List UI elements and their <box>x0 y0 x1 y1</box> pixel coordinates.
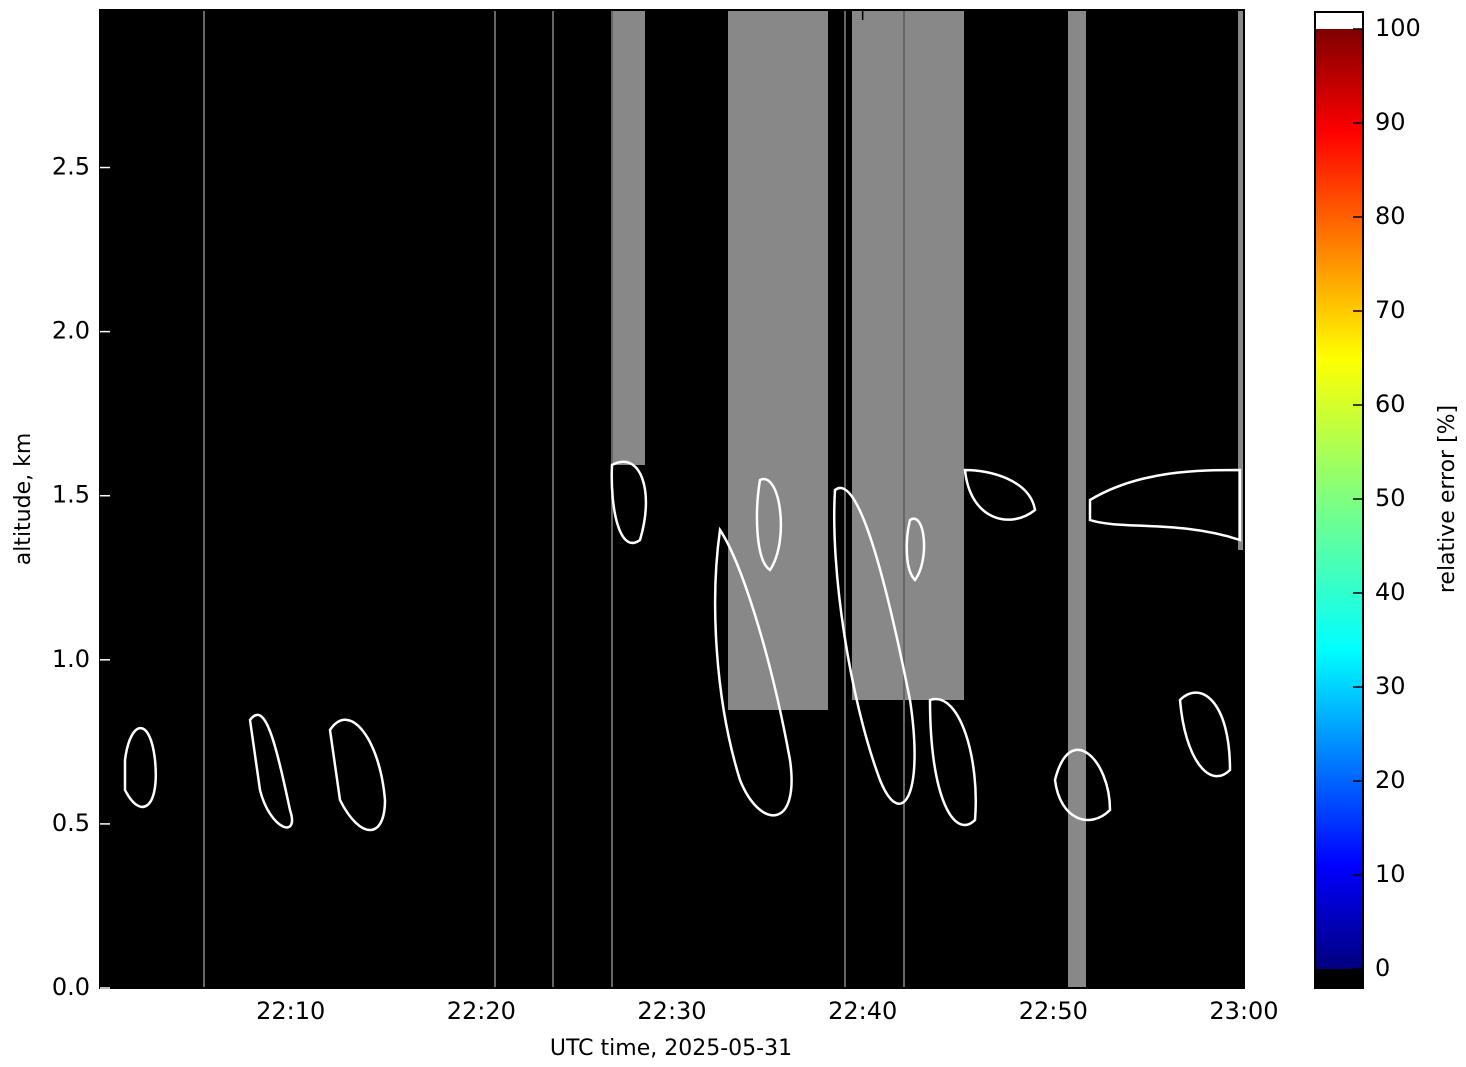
plot-area <box>99 9 1245 989</box>
signal-regions <box>612 10 1244 988</box>
x-axis-label: UTC time, 2025-05-31 <box>550 1036 792 1061</box>
x-tick-label: 22:10 <box>256 997 325 1025</box>
x-tick-label: 22:30 <box>637 997 706 1025</box>
colorbar-tick-label: 50 <box>1375 484 1406 512</box>
colorbar-tick-label: 80 <box>1375 202 1406 230</box>
colorbar-tick-label: 30 <box>1375 672 1406 700</box>
y-axis-label: altitude, km <box>11 433 36 566</box>
contours <box>123 460 1242 832</box>
colorbar-tick-label: 60 <box>1375 390 1406 418</box>
x-tick-label: 22:50 <box>1019 997 1088 1025</box>
x-tick-label: 23:00 <box>1209 997 1278 1025</box>
x-tick-label: 22:40 <box>828 997 897 1025</box>
y-tick-label: 2.5 <box>52 153 90 181</box>
x-tick-label: 22:20 <box>447 997 516 1025</box>
y-tick-label: 1.5 <box>52 481 90 509</box>
colorbar <box>1314 11 1364 989</box>
y-tick-label: 2.0 <box>52 317 90 345</box>
y-tick-label: 1.0 <box>52 645 90 673</box>
y-tick-label: 0.5 <box>52 809 90 837</box>
colorbar-tick-label: 10 <box>1375 860 1406 888</box>
colorbar-tick-label: 90 <box>1375 108 1406 136</box>
colorbar-tick-label: 70 <box>1375 296 1406 324</box>
colorbar-tick-label: 20 <box>1375 766 1406 794</box>
y-tick-label: 0.0 <box>52 973 90 1001</box>
colorbar-label: relative error [%] <box>1435 405 1460 593</box>
colorbar-tick-label: 0 <box>1375 954 1390 982</box>
colorbar-tick-label: 40 <box>1375 578 1406 606</box>
colorbar-tick-label: 100 <box>1375 14 1421 42</box>
